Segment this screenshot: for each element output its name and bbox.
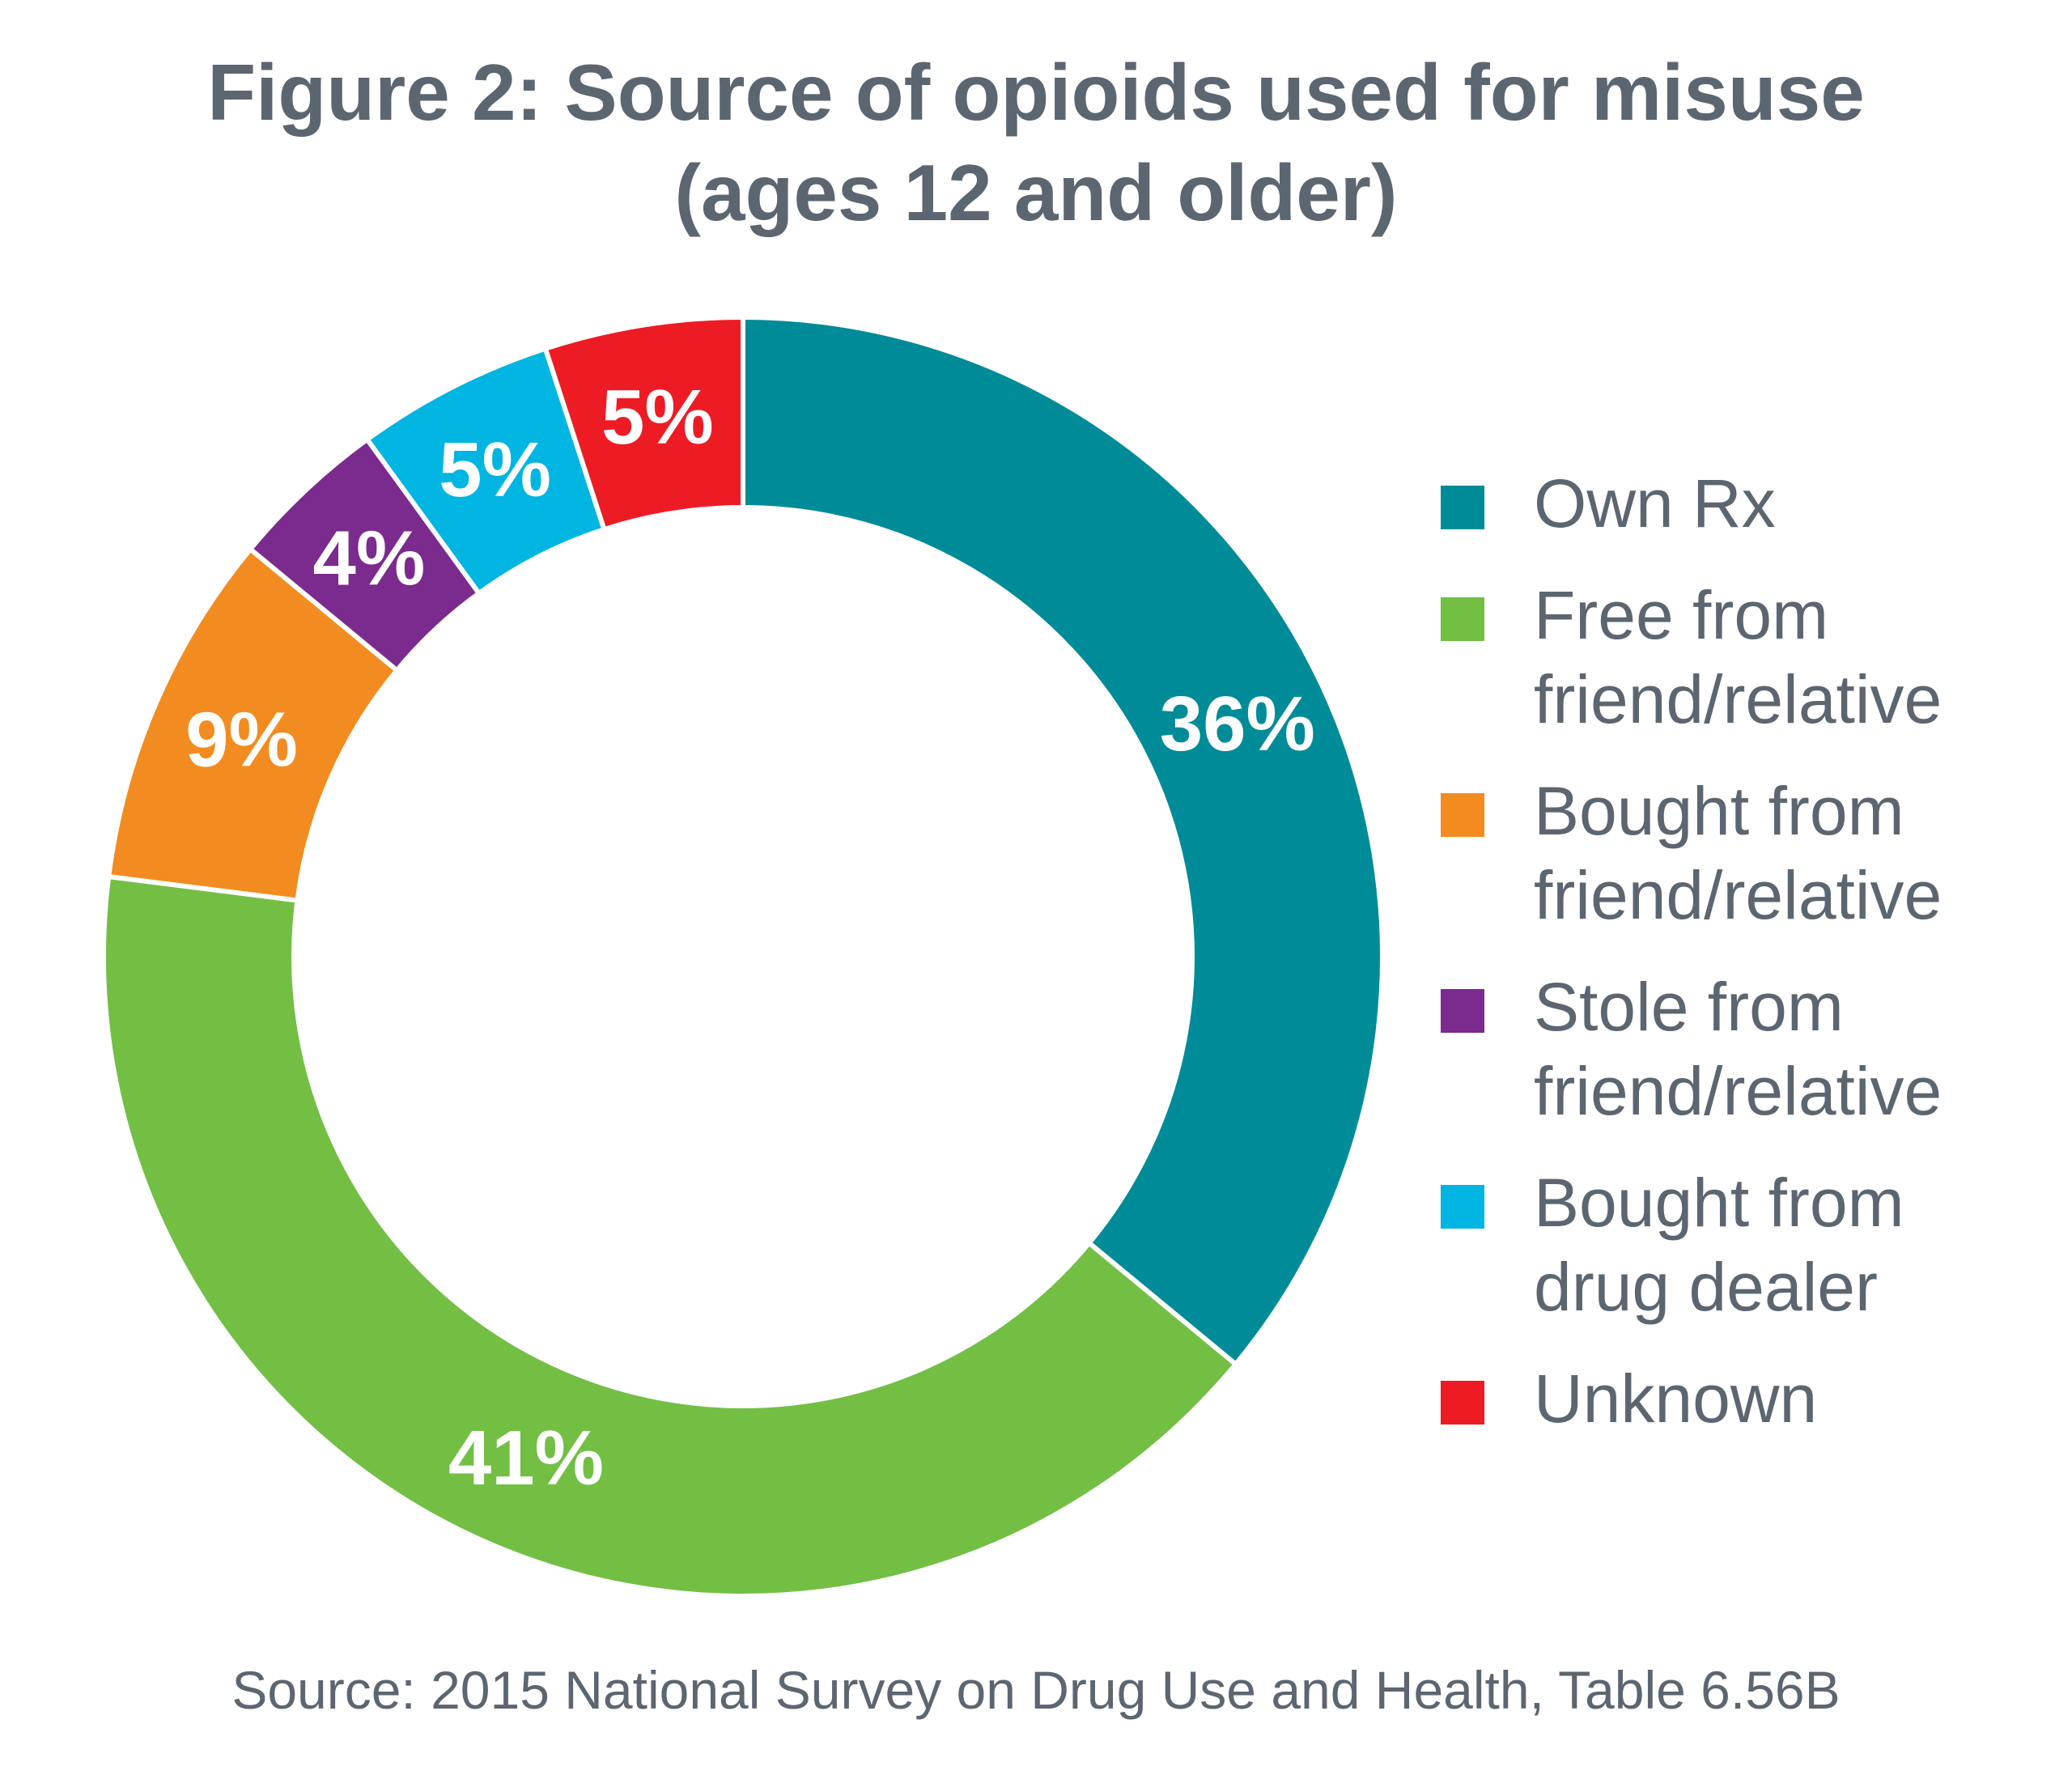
legend: Own Rx Free from friend/relative Bought fro… — [1441, 461, 2072, 1468]
slice-unknown — [542, 314, 745, 533]
legend-label-line: drug dealer — [1534, 1249, 1878, 1325]
slice-free-from-friend — [101, 873, 1239, 1599]
legend-label-line: friend/relative — [1534, 857, 1942, 933]
donut-chart: 36%41%9%4%5%5% — [101, 314, 1385, 1599]
chart-title-line-2: (ages 12 and older) — [674, 148, 1398, 237]
slice-label-bought-from-dealer: 5% — [439, 427, 551, 513]
legend-swatch — [1441, 1381, 1484, 1424]
chart-title-line-1: Figure 2: Source of opioids used for mis… — [207, 48, 1865, 137]
legend-label-line: Bought from — [1534, 1165, 1904, 1241]
legend-swatch — [1441, 989, 1484, 1033]
slice-label-stole-from-friend: 4% — [313, 515, 426, 601]
legend-item: Free from friend/relative — [1441, 573, 2072, 741]
slice-label-own-rx: 36% — [1160, 681, 1315, 767]
legend-item: Unknown — [1441, 1357, 2072, 1441]
chart-title: Figure 2: Source of opioids used for mis… — [0, 42, 2072, 243]
legend-item: Bought from drug dealer — [1441, 1161, 2072, 1329]
legend-label-line: Free from — [1534, 577, 1829, 653]
source-note: Source: 2015 National Survey on Drug Use… — [231, 1660, 1841, 1720]
legend-label-line: Stole from — [1534, 969, 1844, 1045]
slice-label-unknown: 5% — [601, 374, 714, 461]
legend-item: Stole from friend/relative — [1441, 965, 2072, 1133]
legend-swatch — [1441, 793, 1484, 837]
slice-own-rx — [741, 314, 1385, 1368]
legend-label-line: Bought from — [1534, 773, 1904, 849]
legend-item: Own Rx — [1441, 461, 2072, 546]
legend-swatch — [1441, 597, 1484, 641]
slice-label-bought-from-friend: 9% — [185, 696, 298, 783]
legend-label-line: Own Rx — [1534, 465, 1776, 541]
legend-label-line: Unknown — [1534, 1361, 1818, 1437]
legend-label-line: friend/relative — [1534, 661, 1942, 737]
slice-label-free-from-friend: 41% — [448, 1415, 604, 1501]
legend-label-line: friend/relative — [1534, 1053, 1942, 1129]
legend-swatch — [1441, 486, 1484, 529]
legend-item: Bought from friend/relative — [1441, 769, 2072, 937]
legend-swatch — [1441, 1185, 1484, 1229]
